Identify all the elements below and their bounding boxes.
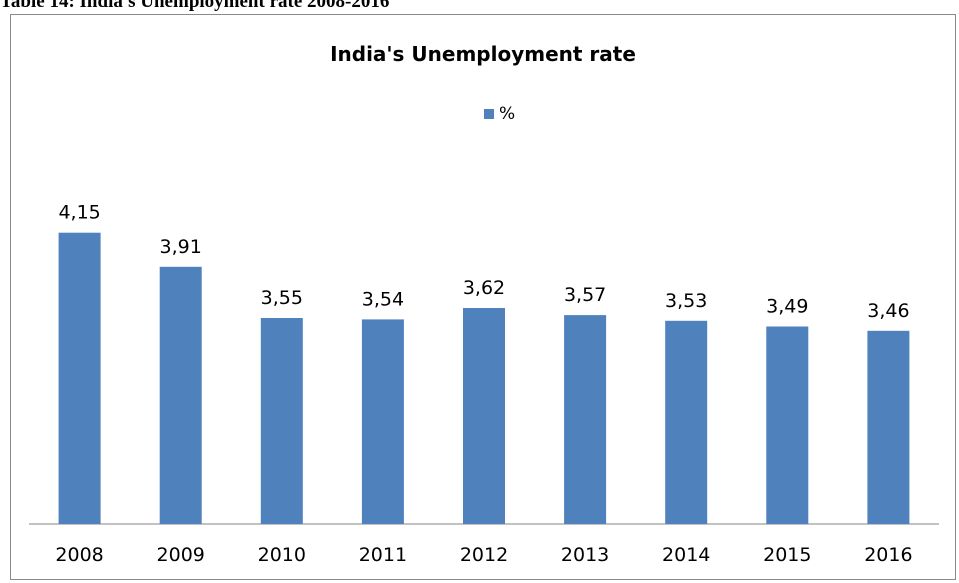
bar-2013 [564, 315, 607, 524]
data-label-2012: 3,62 [463, 277, 505, 299]
chart-area: India's Unemployment rate % 4,15 2008 3,91… [10, 14, 956, 580]
x-tick-label-2016: 2016 [864, 544, 912, 566]
bar-2011 [361, 319, 404, 524]
data-label-2015: 3,49 [766, 296, 808, 318]
plot-area: 4,15 2008 3,91 2009 3,55 2010 3,54 2011 3,62 2012… [29, 202, 939, 566]
bar-2015 [766, 326, 809, 524]
x-tick-label-2014: 2014 [662, 544, 710, 566]
data-label-2013: 3,57 [564, 284, 606, 306]
chart-legend: % [484, 104, 515, 124]
bar-2014 [665, 320, 708, 524]
x-tick-label-2008: 2008 [55, 544, 103, 566]
x-tick-label-2009: 2009 [157, 544, 205, 566]
chart-title: India's Unemployment rate [330, 42, 636, 66]
bar-2016 [867, 330, 910, 524]
bar-2009 [159, 266, 202, 524]
data-label-2010: 3,55 [261, 287, 303, 309]
bar-2008 [58, 232, 101, 524]
bar-2010 [260, 318, 303, 524]
data-label-2011: 3,54 [362, 288, 404, 310]
x-tick-label-2013: 2013 [561, 544, 609, 566]
x-tick-label-2010: 2010 [258, 544, 306, 566]
x-tick-label-2015: 2015 [763, 544, 811, 566]
legend-swatch [484, 109, 494, 119]
data-label-2014: 3,53 [665, 290, 707, 312]
data-label-2008: 4,15 [58, 202, 100, 224]
data-label-2016: 3,46 [867, 300, 909, 322]
table-caption: Table 14: India's Unemployment rate 2008… [0, 0, 390, 12]
bar-2012 [463, 308, 505, 524]
legend-label: % [499, 104, 516, 124]
data-label-2009: 3,91 [160, 236, 202, 258]
x-tick-label-2011: 2011 [359, 544, 407, 566]
x-tick-label-2012: 2012 [460, 544, 508, 566]
